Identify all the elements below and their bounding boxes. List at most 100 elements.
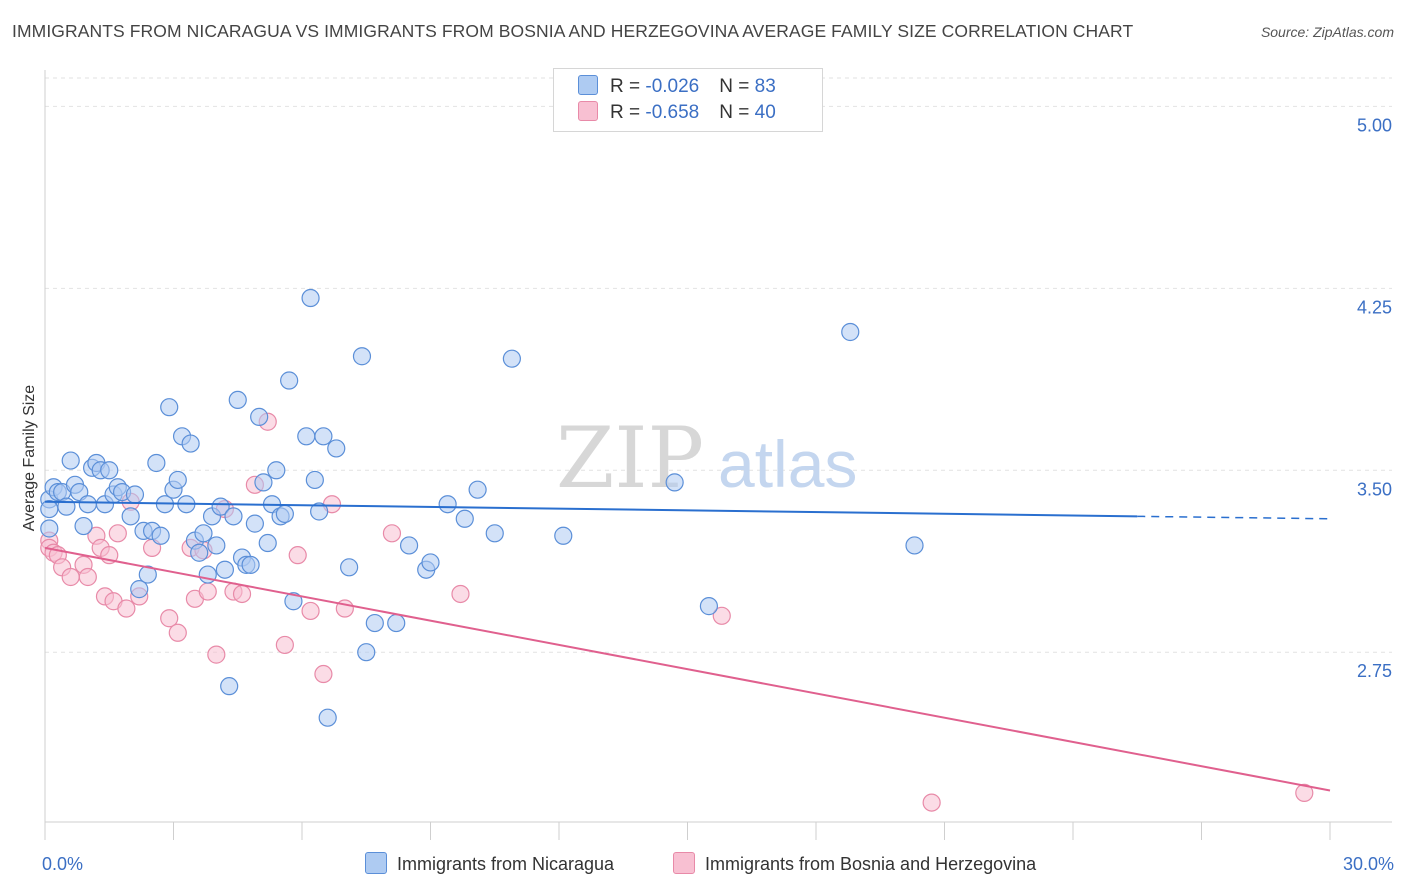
scatter-point xyxy=(147,453,166,473)
legend-r-value: -0.658 xyxy=(645,102,700,123)
scatter-point xyxy=(665,473,684,492)
scatter-point xyxy=(138,565,157,584)
scatter-point xyxy=(215,560,234,579)
scatter-point xyxy=(250,407,269,426)
scatter-point xyxy=(352,347,372,366)
scatter-point xyxy=(267,461,286,480)
scatter-point xyxy=(207,645,226,664)
scatter-point xyxy=(258,533,277,553)
scatter-point xyxy=(78,567,97,587)
scatter-point xyxy=(117,599,136,618)
scatter-point xyxy=(168,623,187,642)
legend-n-label: N = xyxy=(719,102,755,123)
trend-lines xyxy=(44,500,1331,792)
scatter-point xyxy=(130,580,149,599)
source-credit: Source: ZipAtlas.com xyxy=(1260,24,1394,40)
scatter-point xyxy=(280,371,299,390)
watermark: ZIP atlas xyxy=(556,409,857,507)
scatter-point xyxy=(451,584,470,604)
y-tick-labels: 2.75 3.50 4.25 5.00 xyxy=(1357,115,1392,681)
scatter-point xyxy=(318,708,337,727)
bottom-legend-bosnia: Immigrants from Bosnia and Herzegovina xyxy=(673,852,1036,875)
bottom-legend-swatch-pink xyxy=(673,852,695,874)
scatter-point xyxy=(382,524,402,543)
scatter-point xyxy=(194,524,213,543)
legend-row-nicaragua: R = -0.026 N = 83 xyxy=(578,75,776,101)
scatter-point xyxy=(438,495,457,514)
scatter-point xyxy=(365,613,384,633)
scatter-point xyxy=(57,497,76,516)
scatter-point xyxy=(61,451,80,470)
scatter-point xyxy=(485,524,504,543)
scatter-point xyxy=(357,643,376,662)
scatter-point xyxy=(220,677,239,696)
scatter-point xyxy=(78,495,97,514)
scatter-point xyxy=(310,502,329,521)
bottom-legend-swatch-blue xyxy=(365,852,387,874)
scatter-point xyxy=(241,555,260,574)
scatter-point xyxy=(468,480,487,499)
scatter-point xyxy=(301,601,320,621)
scatter-point xyxy=(245,514,264,533)
legend-row-bosnia: R = -0.658 N = 40 xyxy=(578,101,776,127)
legend-n-value: 40 xyxy=(754,102,776,123)
y-tick-label: 3.50 xyxy=(1357,479,1392,499)
correlation-legend: R = -0.026 N = 83 R = -0.658 N = 40 xyxy=(553,68,823,132)
scatter-point xyxy=(125,485,145,504)
scatter-point xyxy=(151,526,170,545)
y-tick-label: 2.75 xyxy=(1357,661,1392,681)
scatter-point xyxy=(297,427,316,446)
bottom-legend-nicaragua: Immigrants from Nicaragua xyxy=(365,852,614,875)
legend-r-value: -0.026 xyxy=(645,76,700,97)
y-axis-label: Average Family Size xyxy=(21,385,38,532)
legend-n-label: N = xyxy=(719,76,755,97)
scatter-point xyxy=(168,470,187,490)
scatter-point xyxy=(288,546,307,565)
scatter-point xyxy=(100,461,119,480)
scatter-point xyxy=(712,606,731,625)
axes xyxy=(44,70,1392,840)
scatter-point xyxy=(1295,783,1314,802)
scatter-point xyxy=(314,664,333,684)
scatter-point xyxy=(699,597,719,616)
series-nicaragua-points xyxy=(40,288,924,727)
scatter-point xyxy=(232,584,252,604)
legend-r-label: R = xyxy=(610,76,646,97)
scatter-point xyxy=(905,536,924,555)
x-tick-label-max: 30.0% xyxy=(1343,854,1394,874)
scatter-point xyxy=(399,536,419,555)
legend-r-label: R = xyxy=(610,102,646,123)
scatter-point xyxy=(455,509,474,528)
scatter-point xyxy=(314,427,333,446)
scatter-point xyxy=(181,434,200,453)
x-tick-label-min: 0.0% xyxy=(42,854,83,874)
bottom-legend-label-nicaragua: Immigrants from Nicaragua xyxy=(397,854,615,874)
legend-swatch-blue xyxy=(578,75,598,95)
legend-n-value: 83 xyxy=(754,76,776,97)
scatter-point xyxy=(40,499,59,519)
watermark-zip: ZIP xyxy=(556,409,704,507)
legend-swatch-pink xyxy=(578,101,598,121)
scatter-point xyxy=(340,558,359,577)
scatter-point xyxy=(502,349,521,368)
scatter-point xyxy=(224,507,243,526)
scatter-point xyxy=(301,288,320,308)
scatter-point xyxy=(284,592,303,611)
trend-line-bosnia xyxy=(44,546,1331,792)
scatter-point xyxy=(554,526,573,545)
scatter-point xyxy=(275,504,294,524)
scatter-point xyxy=(121,507,140,526)
scatter-point xyxy=(305,470,324,490)
scatter-point xyxy=(74,516,93,536)
series-bosnia-points xyxy=(40,412,1314,812)
scatter-point xyxy=(275,635,294,655)
scatter-point xyxy=(190,543,209,562)
scatter-point xyxy=(387,613,406,633)
scatter-point xyxy=(40,519,59,538)
scatter-point xyxy=(421,553,440,572)
chart-title: IMMIGRANTS FROM NICARAGUA VS IMMIGRANTS … xyxy=(12,21,1134,41)
trend-line-nicaragua-extension xyxy=(1137,515,1331,520)
scatter-point xyxy=(841,322,860,342)
bottom-legend-label-bosnia: Immigrants from Bosnia and Herzegovina xyxy=(705,854,1037,874)
